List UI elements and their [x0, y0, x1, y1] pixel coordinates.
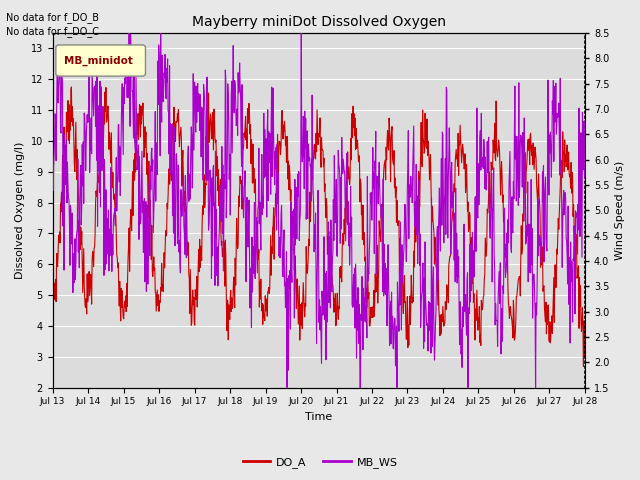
- Text: No data for f_DO_C: No data for f_DO_C: [6, 26, 99, 37]
- Legend: DO_A, MB_WS: DO_A, MB_WS: [238, 452, 402, 472]
- Y-axis label: Wind Speed (m/s): Wind Speed (m/s): [615, 161, 625, 260]
- Text: No data for f_DO_B: No data for f_DO_B: [6, 12, 99, 23]
- X-axis label: Time: Time: [305, 412, 332, 422]
- Text: MB_minidot: MB_minidot: [64, 55, 133, 66]
- Y-axis label: Dissolved Oxygen (mg/l): Dissolved Oxygen (mg/l): [15, 142, 25, 279]
- Title: Mayberry miniDot Dissolved Oxygen: Mayberry miniDot Dissolved Oxygen: [192, 15, 446, 29]
